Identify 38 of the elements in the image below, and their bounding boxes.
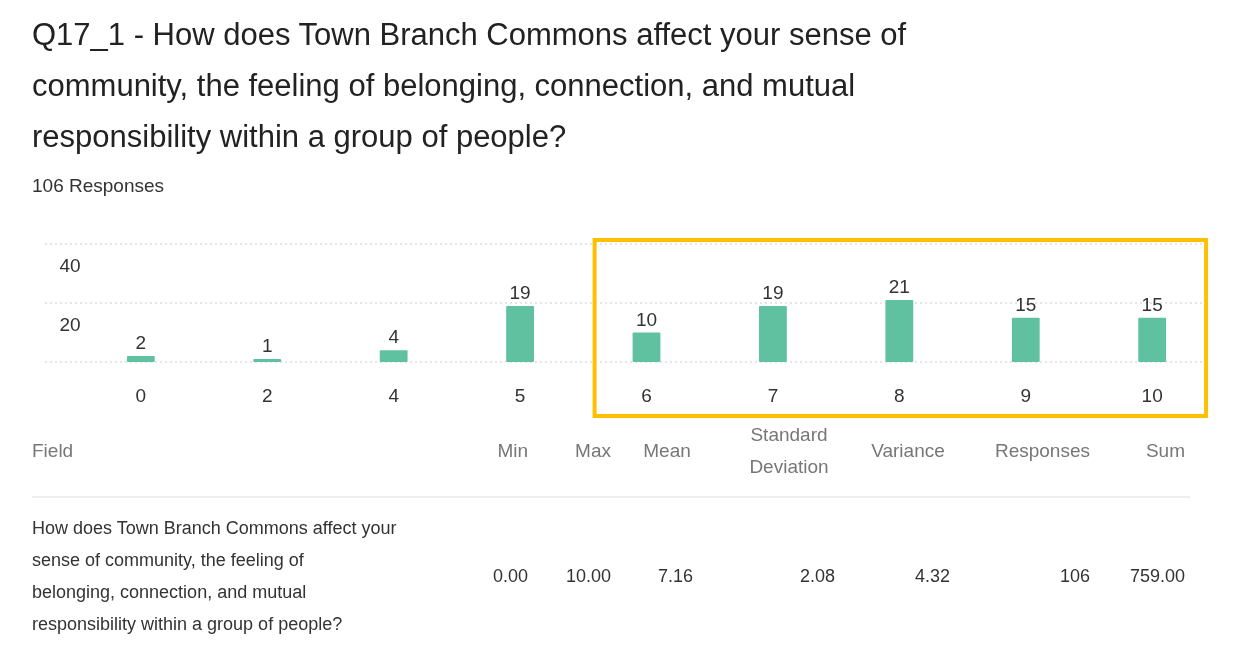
data-label: 21 xyxy=(888,276,910,298)
x-tick-label: 10 xyxy=(1141,385,1163,406)
text: Variance xyxy=(871,440,945,461)
text: 4.32 xyxy=(914,566,950,586)
data-label: 19 xyxy=(509,281,531,303)
x-tick-label: 9 xyxy=(1020,385,1032,406)
x-tick-label: 6 xyxy=(641,385,652,406)
text: 759.00 xyxy=(1129,566,1185,586)
text: 10.00 xyxy=(565,566,611,586)
chart-title: Q17_1 - How does Town Branch Commons affect your sense of community, the feeling of belonging, connection, and mutual responsibility within a group of people? xyxy=(32,17,907,154)
text: Sum xyxy=(1145,440,1185,461)
data-label: 19 xyxy=(762,281,784,303)
text: How does Town Branch Commons affect your sense of community, the feeling of belonging, connection, and mutual responsibility within a group of people? xyxy=(32,518,397,634)
text: Mean xyxy=(643,440,691,461)
data-label: 2 xyxy=(135,332,147,354)
x-tick-label: 4 xyxy=(388,385,400,406)
x-tick-label: 5 xyxy=(514,385,526,406)
data-label: 15 xyxy=(1015,293,1037,315)
text: Max xyxy=(575,440,612,461)
text: 7.16 xyxy=(657,566,693,586)
text: 0.00 xyxy=(492,566,528,586)
x-tick-label: 2 xyxy=(261,385,273,406)
y-tick-label: 20 xyxy=(59,314,81,335)
x-tick-label: 8 xyxy=(894,385,905,406)
data-label: 15 xyxy=(1141,293,1163,315)
text: 2.08 xyxy=(799,566,835,586)
text: Standard Deviation xyxy=(749,424,829,477)
y-tick-label: 40 xyxy=(59,255,81,276)
text: Responses xyxy=(994,440,1090,461)
x-tick-label: 0 xyxy=(135,385,147,406)
text: 106 xyxy=(1059,566,1090,586)
x-tick-label: 7 xyxy=(767,385,779,406)
text: Field xyxy=(32,440,74,461)
data-label: 1 xyxy=(261,335,273,357)
chart-subtitle: 106 Responses xyxy=(32,175,165,196)
data-label: 4 xyxy=(388,326,400,348)
data-label: 10 xyxy=(635,308,658,330)
text: Min xyxy=(497,440,528,461)
